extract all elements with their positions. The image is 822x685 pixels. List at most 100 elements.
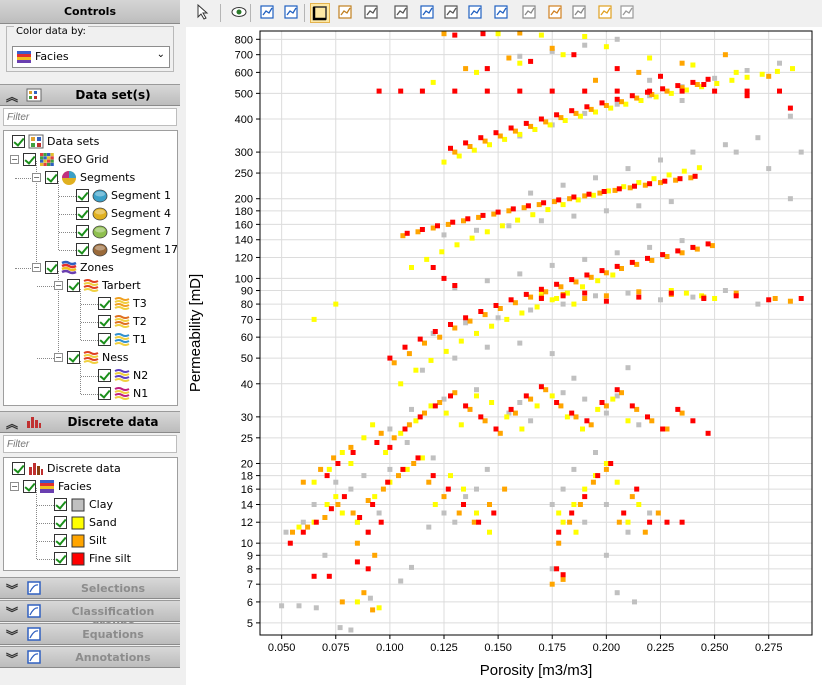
checkbox[interactable] xyxy=(12,462,25,475)
data-point xyxy=(432,502,438,507)
color-by-select[interactable]: Facies ⌄ xyxy=(12,46,170,68)
checkbox[interactable] xyxy=(23,153,36,166)
checkbox[interactable] xyxy=(98,297,111,310)
checkbox[interactable] xyxy=(98,315,111,328)
data-point xyxy=(489,400,495,405)
checkbox[interactable] xyxy=(76,243,89,256)
checkbox[interactable] xyxy=(98,369,111,382)
data-point xyxy=(454,242,460,248)
expand-icon[interactable]: ︾ xyxy=(6,583,19,597)
data-point xyxy=(374,440,380,445)
checkbox[interactable] xyxy=(45,261,58,274)
data-point xyxy=(430,473,436,479)
frame-button[interactable] xyxy=(362,3,382,23)
zone-icon xyxy=(114,369,130,382)
data-point xyxy=(378,430,384,436)
data-point xyxy=(722,288,728,293)
expand-toggle[interactable]: − xyxy=(54,281,63,290)
data-point xyxy=(461,502,466,507)
data-point xyxy=(443,348,449,354)
data-point xyxy=(538,290,544,296)
grid-lines-button[interactable] xyxy=(442,3,462,23)
eye-button[interactable] xyxy=(230,3,250,23)
data-point xyxy=(517,30,523,36)
data-point xyxy=(636,69,642,75)
statistics-button[interactable] xyxy=(570,3,590,23)
copy-image-button[interactable] xyxy=(258,3,278,23)
expand-icon[interactable]: ︾ xyxy=(6,629,19,643)
data-point xyxy=(603,410,609,416)
data-point xyxy=(573,414,579,420)
legend-button[interactable] xyxy=(336,3,356,23)
expand-toggle[interactable]: − xyxy=(10,482,19,491)
highlight-button[interactable] xyxy=(546,3,566,23)
checkbox[interactable] xyxy=(98,333,111,346)
axes-toggle-button[interactable] xyxy=(310,3,330,23)
checkbox[interactable] xyxy=(54,516,67,529)
data-point xyxy=(705,241,711,247)
data-point xyxy=(441,494,447,500)
checkbox[interactable] xyxy=(76,207,89,220)
checkbox[interactable] xyxy=(12,135,25,148)
checkbox[interactable] xyxy=(76,189,89,202)
data-point xyxy=(541,200,547,206)
data-point xyxy=(348,627,354,633)
section-header-equations[interactable]: ︾ Equations xyxy=(0,623,180,645)
axis-settings-button[interactable] xyxy=(392,3,412,23)
expand-icon[interactable]: ︾ xyxy=(6,606,19,620)
data-point xyxy=(614,101,620,107)
datasets-filter-input[interactable] xyxy=(3,108,177,126)
add-button[interactable] xyxy=(596,3,616,23)
data-point xyxy=(521,205,527,211)
discrete-section-header[interactable]: ︽ Discrete data xyxy=(0,411,180,433)
pointer-button[interactable] xyxy=(194,3,214,23)
checkbox[interactable] xyxy=(54,534,67,547)
data-point xyxy=(476,519,482,525)
template-button[interactable] xyxy=(618,3,638,23)
data-point xyxy=(508,406,514,412)
expand-icon[interactable]: ︾ xyxy=(6,652,19,666)
checkbox[interactable] xyxy=(67,279,80,292)
expand-toggle[interactable]: − xyxy=(32,263,41,272)
collapse-icon[interactable]: ︽ xyxy=(6,90,19,104)
checkbox[interactable] xyxy=(67,351,80,364)
data-point xyxy=(603,298,609,304)
datasets-section-header[interactable]: ︽ Data set(s) xyxy=(0,84,180,106)
checkbox[interactable] xyxy=(76,225,89,238)
data-point xyxy=(318,466,324,472)
data-point xyxy=(696,165,702,171)
data-point xyxy=(675,248,681,254)
section-header-classification-groups[interactable]: ︾Classification groups xyxy=(0,600,180,631)
log-plot-button[interactable] xyxy=(418,3,438,23)
symbol-button[interactable] xyxy=(466,3,486,23)
chevron-down-icon[interactable]: ⌄ xyxy=(156,49,165,60)
checkbox[interactable] xyxy=(45,171,58,184)
checkbox[interactable] xyxy=(54,498,67,511)
data-point xyxy=(606,188,611,194)
checkbox[interactable] xyxy=(54,552,67,565)
checkbox[interactable] xyxy=(23,480,36,493)
collapse-icon[interactable]: ︽ xyxy=(6,417,19,431)
filter-button[interactable] xyxy=(520,3,540,23)
section-header-selections[interactable]: ︾ Selections xyxy=(0,577,180,599)
data-point xyxy=(493,130,499,136)
data-point xyxy=(448,145,453,151)
data-point xyxy=(554,112,560,118)
data-point xyxy=(428,357,434,363)
discrete-filter-input[interactable] xyxy=(3,435,177,453)
expand-toggle[interactable]: − xyxy=(10,155,19,164)
expand-toggle[interactable]: − xyxy=(54,353,63,362)
color-button[interactable] xyxy=(492,3,512,23)
data-point xyxy=(502,486,508,492)
section-header-annotations[interactable]: ︾ Annotations xyxy=(0,646,180,668)
tree-connector xyxy=(59,250,76,251)
checkbox[interactable] xyxy=(98,387,111,400)
data-point xyxy=(571,194,577,200)
zone-icon xyxy=(114,387,130,400)
data-point xyxy=(419,227,425,232)
copy-data-button[interactable] xyxy=(282,3,302,23)
tree-connector xyxy=(80,289,81,340)
facies-icon xyxy=(40,480,54,493)
expand-toggle[interactable]: − xyxy=(32,173,41,182)
